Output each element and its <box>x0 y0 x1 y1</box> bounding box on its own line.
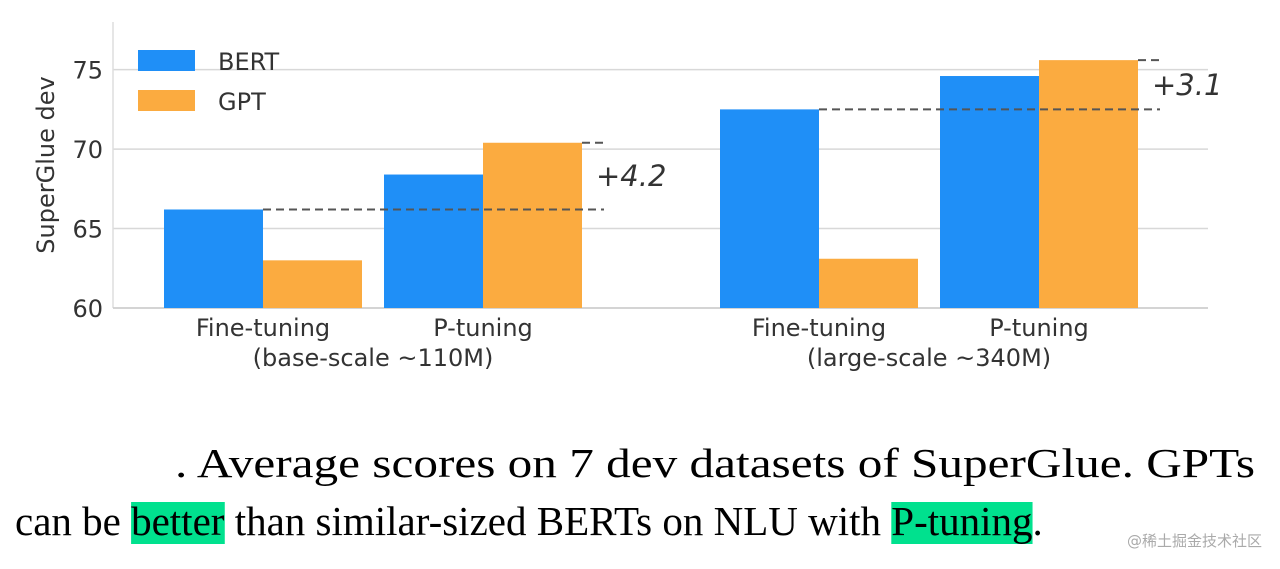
group-label: (base-scale ~110M) <box>253 344 494 372</box>
legend-label: BERT <box>218 48 280 76</box>
annotation: +3.1 <box>1152 68 1222 102</box>
bar <box>483 142 582 308</box>
y-tick-label: 60 <box>72 295 103 323</box>
highlight <box>131 502 225 544</box>
caption-highlight: P-tuning <box>891 498 1032 544</box>
y-tick-label: 65 <box>72 216 103 244</box>
x-tick-label: P-tuning <box>989 314 1089 342</box>
x-tick-label: Fine-tuning <box>196 314 330 342</box>
caption-text: . <box>1033 498 1043 544</box>
bar <box>384 174 483 308</box>
bar <box>940 76 1039 309</box>
y-tick-label: 70 <box>72 136 103 164</box>
caption-text: than similar-sized BERTs on NLU with <box>224 498 891 544</box>
highlight <box>891 502 1033 544</box>
bar <box>263 260 362 308</box>
y-axis-label: SuperGlue dev <box>32 76 60 253</box>
annotation: +4.2 <box>596 159 666 193</box>
highlights <box>131 502 1033 544</box>
bar <box>720 109 819 308</box>
bar <box>1039 60 1138 309</box>
legend-label: GPT <box>218 88 266 116</box>
x-tick-label: Fine-tuning <box>752 314 886 342</box>
bar <box>819 258 918 308</box>
y-tick-label: 75 <box>72 57 103 85</box>
x-tick-label: P-tuning <box>433 314 533 342</box>
legend-swatch <box>138 50 195 71</box>
watermark: @稀土掘金技术社区 <box>1127 532 1262 550</box>
caption-text: can be <box>15 498 131 544</box>
caption-line: . Average scores on 7 dev datasets of Su… <box>175 440 1255 486</box>
group-label: (large-scale ~340M) <box>807 344 1051 372</box>
caption-line: can be better than similar-sized BERTs o… <box>15 498 1043 544</box>
legend-swatch <box>138 90 195 111</box>
bar <box>164 209 263 308</box>
caption-highlight: better <box>131 498 225 544</box>
chart: 60 65 70 75 SuperGlue dev Fine-tuning P-tuning… <box>32 22 1222 372</box>
